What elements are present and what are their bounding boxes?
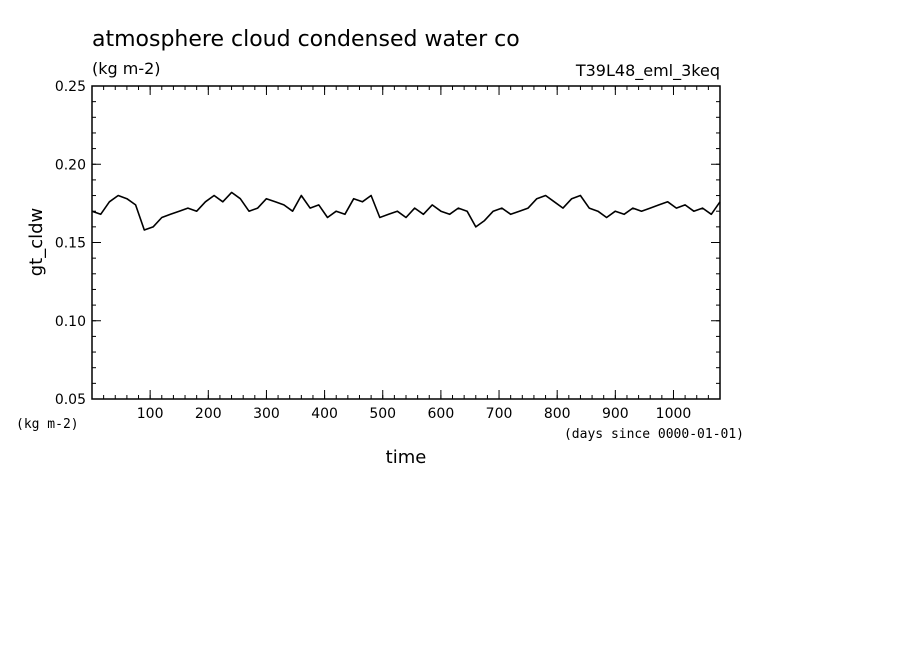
y-tick-label: 0.20 <box>55 157 86 173</box>
y-tick-label: 0.25 <box>55 79 86 95</box>
y-axis-unit: (kg m-2) <box>16 417 79 432</box>
run-label: T39L48_eml_3keq <box>575 61 720 81</box>
x-tick-label: 900 <box>602 406 629 422</box>
y-tick-label: 0.05 <box>55 392 86 408</box>
x-tick-label: 700 <box>486 406 513 422</box>
x-axis-label: time <box>386 447 427 468</box>
x-tick-label: 300 <box>253 406 280 422</box>
x-tick-label: 200 <box>195 406 222 422</box>
y-tick-label: 0.10 <box>55 314 86 330</box>
x-axis-unit: (days since 0000-01-01) <box>564 427 744 442</box>
y-axis-label: gt_cldw <box>26 208 47 277</box>
plot-frame <box>91 85 721 400</box>
x-tick-label: 1000 <box>656 406 692 422</box>
y-tick-label: 0.15 <box>55 236 86 252</box>
x-tick-label: 500 <box>369 406 396 422</box>
series-line <box>91 191 721 231</box>
x-axis-ticks: 100 200 300 400 500 600 700 800 900 1000 <box>103 86 721 422</box>
x-tick-label: 800 <box>544 406 571 422</box>
chart-subtitle: (kg m-2) <box>92 59 161 78</box>
x-tick-label: 400 <box>311 406 338 422</box>
chart-title: atmosphere cloud condensed water co <box>92 27 520 52</box>
x-tick-label: 100 <box>137 406 164 422</box>
x-tick-label: 600 <box>428 406 455 422</box>
y-axis-ticks: 0.05 0.10 0.15 0.20 0.25 <box>55 79 720 408</box>
series-group <box>91 191 721 231</box>
